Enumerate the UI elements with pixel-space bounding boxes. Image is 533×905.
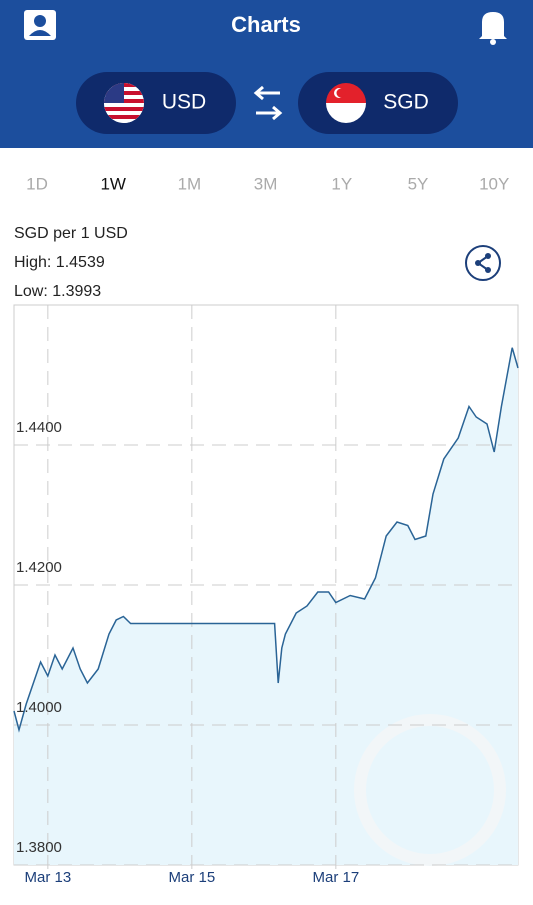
- x-tick-label: Mar 15: [168, 869, 215, 886]
- x-tick-label: Mar 17: [312, 869, 359, 886]
- swap-icon[interactable]: [253, 85, 283, 121]
- to-currency[interactable]: SGD: [298, 72, 458, 134]
- y-tick-label: 1.4200: [16, 559, 62, 576]
- low-label: Low: 1.3993: [14, 283, 101, 300]
- share-button[interactable]: [465, 245, 501, 281]
- from-code: USD: [162, 91, 206, 114]
- range-tab[interactable]: 1M: [178, 174, 202, 193]
- range-tab[interactable]: 1W: [100, 174, 126, 193]
- range-tabs: 1D 1W 1M 3M 1Y 5Y 10Y: [26, 174, 509, 193]
- y-tick-label: 1.4000: [16, 699, 62, 716]
- profile-icon[interactable]: [24, 10, 56, 40]
- line: [13, 347, 519, 733]
- range-tab[interactable]: 5Y: [408, 174, 429, 193]
- range-tab[interactable]: 10Y: [479, 174, 509, 193]
- from-currency[interactable]: USD: [76, 72, 236, 134]
- chart: 1.3800 1.4000 1.4200 1.4400 Mar 13 Mar 15 Mar …: [13, 304, 519, 886]
- range-tab[interactable]: 3M: [254, 174, 278, 193]
- range-tab[interactable]: 1Y: [331, 174, 352, 193]
- y-tick-label: 1.4400: [16, 419, 62, 436]
- bell-icon[interactable]: [479, 12, 507, 45]
- to-code: SGD: [383, 91, 429, 114]
- watermark: [354, 714, 506, 866]
- x-tick-label: Mar 13: [24, 869, 71, 886]
- header-title: Charts: [231, 12, 301, 37]
- pair-label: SGD per 1 USD: [14, 225, 128, 242]
- range-tab[interactable]: 1D: [26, 174, 48, 193]
- high-label: High: 1.4539: [14, 254, 105, 271]
- y-tick-label: 1.3800: [16, 839, 62, 856]
